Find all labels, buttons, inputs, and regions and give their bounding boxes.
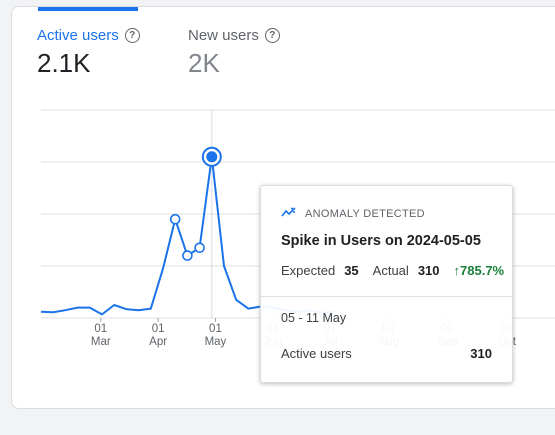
tab-active-users[interactable]: Active users ? 2.1K [37, 27, 140, 79]
tab-new-users[interactable]: New users ? 2K [188, 27, 280, 79]
tooltip-divider [261, 296, 512, 297]
expected-label: Expected [281, 263, 336, 278]
expected-actual-row: Expected 35 Actual 310 ↑785.7% [281, 263, 504, 278]
anomaly-icon [281, 206, 297, 221]
x-tick-month: May [205, 336, 227, 348]
new-users-label: New users [188, 27, 259, 44]
x-tick-day: 01 [152, 323, 165, 335]
anomaly-tooltip: ANOMALY DETECTED Spike in Users on 2024-… [260, 185, 513, 383]
x-tick-day: 01 [94, 323, 107, 335]
delta-percentage: ↑785.7% [453, 263, 505, 278]
x-tick-month: Apr [149, 336, 167, 348]
date-range: 05 - 11 May [281, 311, 347, 325]
anomaly-title: Spike in Users on 2024-05-05 [281, 233, 481, 249]
metric-label: Active users [281, 346, 352, 361]
expected-value: 35 [344, 263, 359, 278]
help-icon[interactable]: ? [264, 28, 280, 43]
active-users-value: 2.1K [37, 48, 91, 78]
actual-value: 310 [417, 263, 440, 278]
highlighted-point [206, 151, 218, 163]
anomaly-point [182, 250, 193, 261]
x-tick-day: 01 [209, 323, 222, 335]
anomaly-header: ANOMALY DETECTED [305, 207, 425, 220]
metric-value: 310 [470, 346, 492, 361]
metric-row: Active users 310 [281, 346, 492, 361]
active-tab-indicator [38, 7, 138, 11]
active-users-label: Active users [37, 27, 119, 44]
anomaly-point [169, 213, 181, 225]
new-users-value: 2K [188, 48, 220, 78]
actual-label: Actual [372, 263, 409, 278]
x-tick-month: Mar [91, 336, 111, 348]
anomaly-point [194, 242, 205, 254]
help-icon[interactable]: ? [124, 28, 140, 43]
